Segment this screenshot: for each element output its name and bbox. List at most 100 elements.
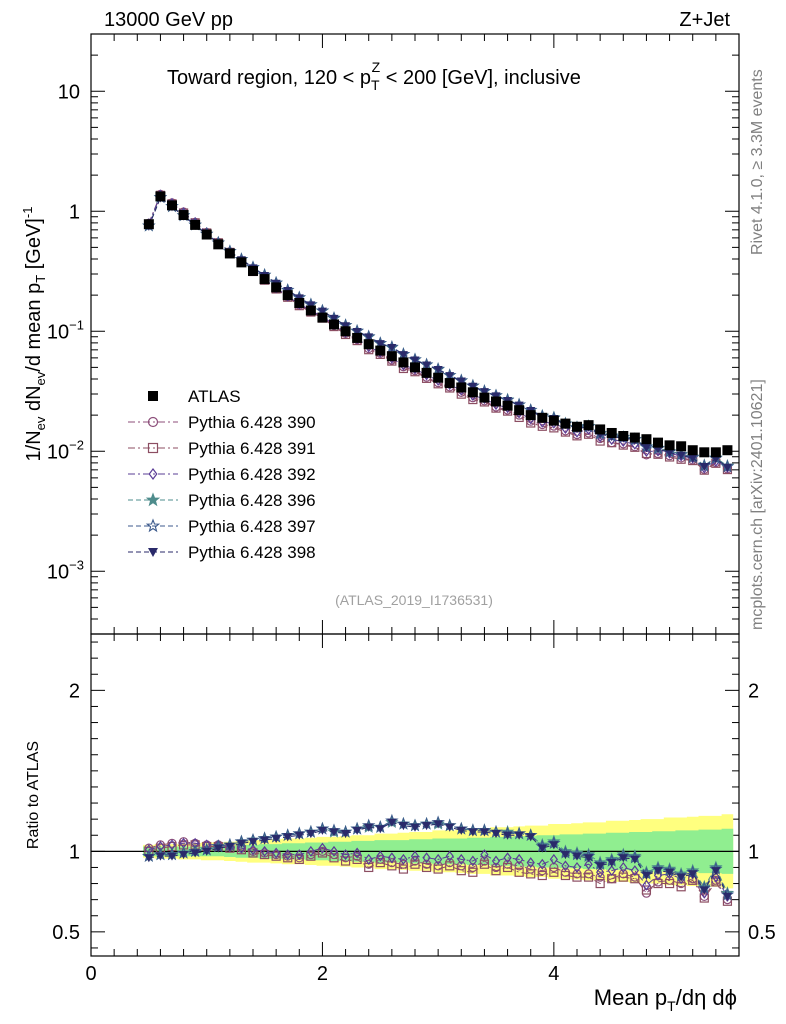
series-ratio-point (595, 872, 605, 882)
data-point (340, 326, 351, 337)
series-ratio-point (410, 823, 420, 832)
series-ratio-point (399, 853, 408, 865)
data-point (236, 257, 247, 268)
series-ratio-point (526, 833, 536, 842)
data-point (433, 372, 444, 383)
series-point (711, 455, 721, 464)
series-ratio-point (259, 849, 270, 860)
data-point (421, 367, 432, 378)
data-point (525, 410, 536, 421)
data-point (583, 420, 594, 431)
x-axis-label-sub: T (667, 998, 676, 1014)
data-point (317, 312, 328, 323)
main-y-tick-label-exp: −3 (69, 557, 84, 572)
ratio-y-tick-label-left: 1 (69, 841, 80, 863)
series-point (456, 377, 466, 386)
series-ratio-point (653, 870, 663, 881)
series-ratio-point (318, 842, 327, 854)
data-point (560, 418, 571, 429)
data-point (352, 332, 363, 343)
y-axis-label: 1/Nev dNev/d mean pT [GeV]-1 (20, 207, 48, 462)
ratio-panel (90, 634, 740, 956)
legend-label: Pythia 6.428 398 (188, 543, 316, 562)
series-ratio-point (202, 847, 212, 856)
series-ratio-point (641, 885, 652, 895)
series-ratio-point (503, 831, 513, 840)
series-ratio-point (468, 862, 478, 873)
series-point (422, 361, 432, 370)
series-ratio-point (479, 859, 490, 869)
legend-marker (148, 468, 158, 480)
series-ratio-point (421, 862, 432, 873)
data-point (514, 405, 525, 416)
series-ratio-point (144, 854, 154, 863)
mcplots-label: mcplots.cern.ch [arXiv:2401.10621] (749, 379, 766, 630)
series-ratio-point (341, 849, 350, 861)
data-point (444, 378, 455, 389)
series-ratio-point (456, 826, 466, 835)
main-y-tick-label: 10 (58, 81, 80, 103)
series-ratio-point (676, 873, 686, 882)
series-ratio-point (584, 854, 594, 863)
main-y-tick-label-exp: −1 (69, 317, 84, 332)
series-ratio-point (306, 851, 316, 861)
header-left: 13000 GeV pp (104, 9, 233, 31)
series-ratio-point (179, 850, 189, 860)
series-ratio-point (237, 842, 246, 854)
series-ratio-point (329, 828, 339, 837)
legend-label: Pythia 6.428 392 (188, 465, 316, 484)
data-point (410, 362, 420, 373)
data-point (572, 421, 582, 432)
series-point (468, 382, 478, 391)
series-ratio-point (353, 847, 362, 859)
y-axis-label-b-sub: ev (33, 371, 48, 385)
series-6-ratio (144, 818, 732, 901)
series-point (479, 388, 489, 397)
series-ratio-point (468, 855, 477, 867)
series-ratio-point (515, 853, 524, 865)
data-point (329, 319, 339, 330)
series-ratio-point (375, 858, 385, 868)
data-point (178, 210, 189, 221)
data-point (155, 191, 166, 202)
series-ratio-point (596, 866, 605, 878)
main-y-tick-label-base: 10 (47, 321, 69, 343)
series-ratio-point (398, 821, 408, 831)
data-point (190, 219, 201, 230)
series-ratio-point (248, 844, 258, 856)
series-ratio-point (445, 823, 455, 832)
header-right: Z+Jet (679, 9, 730, 31)
data-point (595, 424, 606, 435)
legend-entry: Pythia 6.428 392 (128, 465, 316, 484)
y-axis-label-c-sub: T (33, 275, 48, 283)
ratio-y-tick-label-left: 0.5 (52, 922, 80, 944)
series-point (676, 451, 686, 460)
series-ratio-point (329, 853, 339, 863)
series-ratio-point (688, 870, 698, 879)
series-ratio-point (457, 853, 466, 865)
data-point (224, 248, 235, 259)
legend-entry: Pythia 6.428 396 (128, 491, 316, 510)
series-ratio-point (537, 844, 547, 853)
series-ratio-point (317, 826, 327, 835)
y-axis-label-b: dN (23, 385, 45, 416)
data-point (491, 396, 501, 407)
y-axis-label-a-sub: ev (33, 416, 48, 430)
series-ratio-point (526, 864, 536, 874)
series-ratio-point (491, 830, 501, 839)
legend-marker (145, 518, 161, 533)
data-point (398, 357, 409, 368)
series-ratio-point (272, 847, 281, 859)
series-point (445, 372, 455, 381)
data-point (248, 265, 258, 276)
plot-title-rest: < 200 [GeV], inclusive (380, 67, 581, 89)
main-y-tick-label: 10−3 (47, 557, 84, 583)
series-ratio-point (352, 854, 362, 865)
series-ratio-point (155, 852, 165, 861)
x-tick-label: 0 (85, 963, 96, 985)
series-ratio-point (283, 833, 293, 842)
data-point (305, 305, 316, 316)
series-ratio-point (190, 849, 200, 858)
y-axis-label-c: /d mean p (23, 283, 45, 372)
series-point (317, 307, 327, 316)
